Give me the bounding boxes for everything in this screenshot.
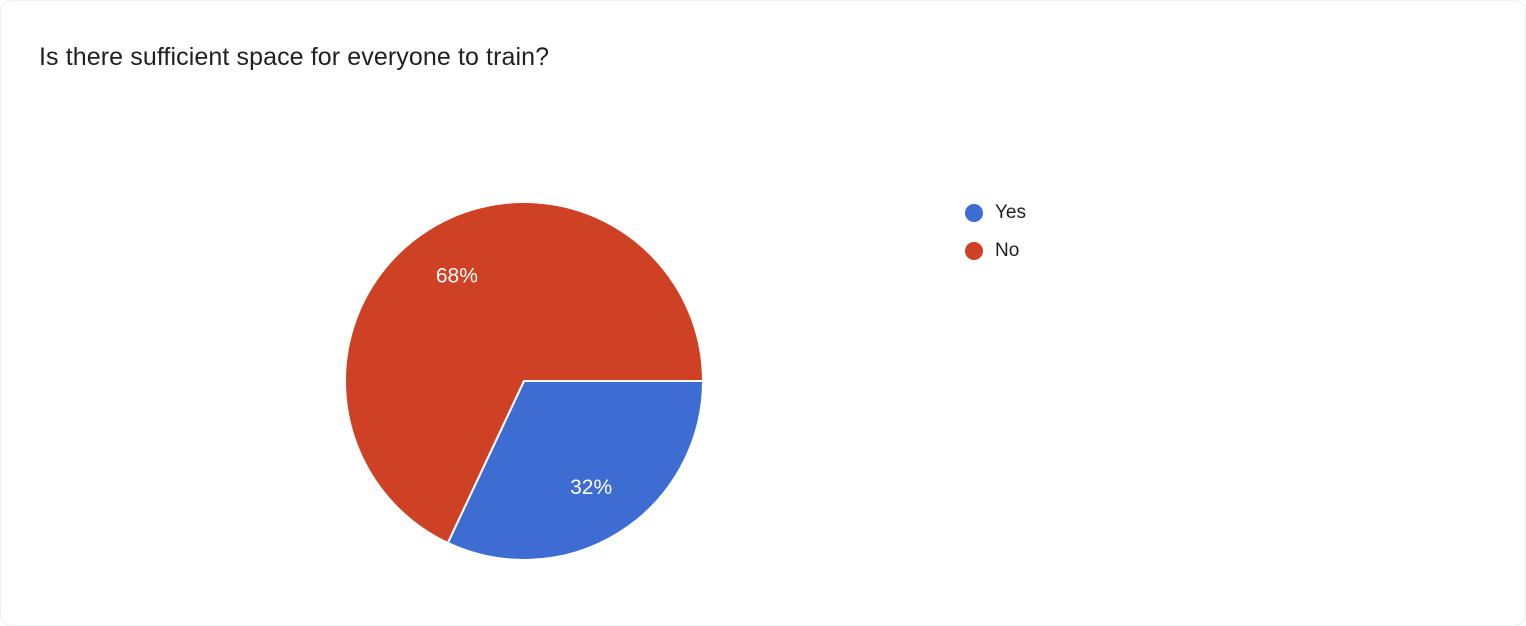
legend-swatch-icon <box>965 242 983 260</box>
legend: Yes No <box>965 199 1026 265</box>
pie-slice-label-yes: 32% <box>570 476 612 499</box>
legend-swatch-icon <box>965 204 983 222</box>
legend-item-yes: Yes <box>965 199 1026 227</box>
pie-chart-svg: 32% 68% <box>344 201 704 561</box>
pie-slice-no[interactable] <box>344 201 704 544</box>
pie-slice-label-no: 68% <box>436 265 478 288</box>
legend-label: Yes <box>995 202 1026 223</box>
legend-item-no: No <box>965 237 1026 265</box>
chart-title: Is there sufficient space for everyone t… <box>39 43 550 71</box>
pie-chart: 32% 68% <box>343 200 705 562</box>
legend-label: No <box>995 240 1020 261</box>
pie-slice-yes[interactable] <box>446 380 704 561</box>
